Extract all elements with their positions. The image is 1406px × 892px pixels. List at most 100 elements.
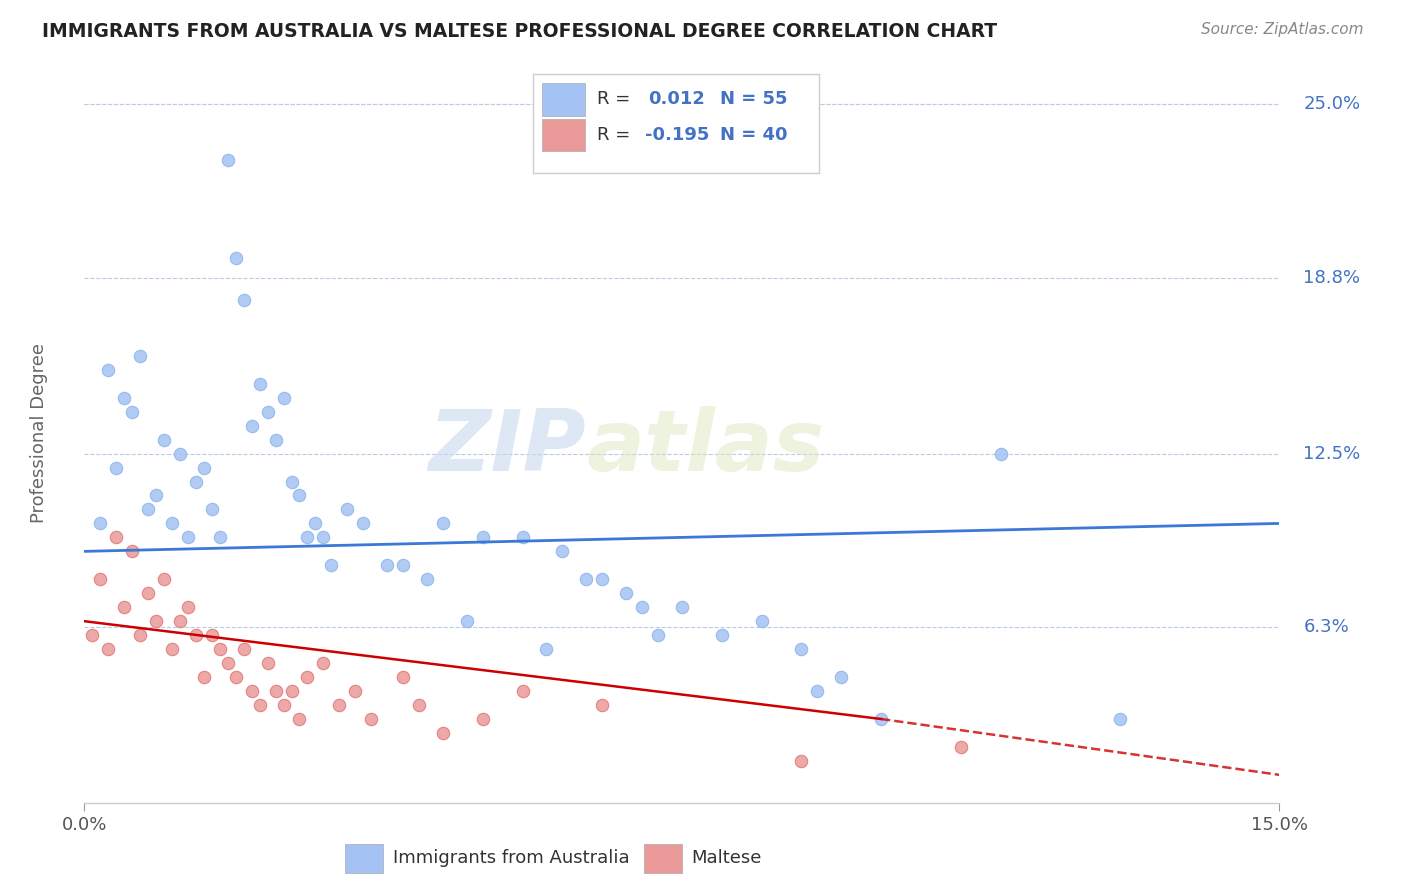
Point [471,530,494,544]
Point [328,698,350,712]
Point [184,628,207,642]
Text: 18.8%: 18.8% [1303,268,1361,286]
Point [432,726,454,740]
FancyBboxPatch shape [344,844,384,873]
Point [710,628,733,642]
Text: Immigrants from Australia: Immigrants from Australia [392,849,630,867]
Point [830,670,852,684]
Text: -0.195: -0.195 [645,126,709,144]
Point [297,530,319,544]
Point [344,684,367,698]
Point [790,754,813,768]
Point [312,530,335,544]
Point [193,670,215,684]
Point [153,433,176,447]
Point [153,572,176,586]
Text: 25.0%: 25.0% [1303,95,1361,113]
Point [201,502,224,516]
Text: Professional Degree: Professional Degree [30,343,48,523]
Point [129,349,152,363]
Point [184,475,207,489]
Point [312,656,335,670]
Text: Source: ZipAtlas.com: Source: ZipAtlas.com [1201,22,1364,37]
Point [631,600,654,615]
Point [97,642,120,657]
Text: atlas: atlas [586,406,824,489]
Point [297,670,319,684]
Point [416,572,439,586]
Point [273,391,295,405]
Point [217,656,239,670]
Text: N = 40: N = 40 [720,126,787,144]
Point [790,642,813,657]
Point [145,614,167,628]
Point [456,614,478,628]
Point [575,572,598,586]
Point [1109,712,1132,726]
Point [89,516,111,531]
Text: IMMIGRANTS FROM AUSTRALIA VS MALTESE PROFESSIONAL DEGREE CORRELATION CHART: IMMIGRANTS FROM AUSTRALIA VS MALTESE PRO… [42,22,997,41]
Point [121,405,143,419]
Point [471,712,494,726]
Point [136,502,159,516]
Point [591,698,613,712]
Point [551,544,574,558]
Point [208,530,231,544]
Point [232,293,254,307]
Point [280,684,302,698]
Point [352,516,374,531]
Point [97,363,120,377]
Point [249,698,271,712]
Point [105,530,128,544]
Point [392,558,415,573]
Point [647,628,669,642]
Point [288,712,311,726]
Point [82,628,104,642]
FancyBboxPatch shape [644,844,682,873]
Point [280,475,302,489]
Point [217,153,239,168]
Text: 6.3%: 6.3% [1303,618,1350,636]
Point [160,516,183,531]
Point [177,530,200,544]
Point [512,530,534,544]
Point [336,502,359,516]
Point [177,600,200,615]
Point [240,418,263,433]
Point [360,712,382,726]
Point [105,460,128,475]
Point [591,572,613,586]
Text: N = 55: N = 55 [720,90,787,109]
Point [264,433,287,447]
Text: 0.012: 0.012 [648,90,706,109]
Point [256,656,278,670]
Point [512,684,534,698]
Point [408,698,430,712]
Point [249,376,271,391]
Point [751,614,773,628]
Point [288,488,311,502]
Point [136,586,159,600]
Point [264,684,287,698]
Point [160,642,183,657]
Point [129,628,152,642]
Point [304,516,326,531]
Point [614,586,637,600]
Point [321,558,343,573]
Point [870,712,893,726]
FancyBboxPatch shape [543,83,585,116]
Point [240,684,263,698]
Text: ZIP: ZIP [429,406,586,489]
Point [256,405,278,419]
Point [145,488,167,502]
Point [536,642,558,657]
Point [89,572,111,586]
FancyBboxPatch shape [533,73,820,173]
Point [121,544,143,558]
Point [671,600,693,615]
Point [806,684,828,698]
Point [375,558,398,573]
Point [208,642,231,657]
Point [201,628,224,642]
Point [112,391,135,405]
